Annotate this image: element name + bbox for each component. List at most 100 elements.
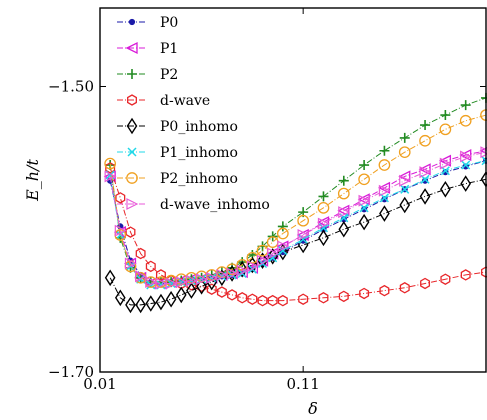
- data-point: [439, 123, 452, 136]
- data-point: [461, 160, 471, 170]
- data-point: [114, 224, 127, 237]
- data-point: [206, 283, 217, 295]
- legend: P0 P1 P2 d-wave P0_inhomo P1_inhomo P2_inhomod…: [117, 15, 270, 213]
- legend-marker: [127, 147, 137, 157]
- legend-marker: [126, 117, 138, 135]
- series-line: [109, 167, 487, 302]
- y-axis-label: E_h/t: [23, 159, 42, 202]
- plot-frame: [99, 7, 487, 373]
- legend-item: d-wave_inhomo: [117, 197, 270, 213]
- data-point: [337, 187, 350, 200]
- legend-label: P1_inhomo: [160, 145, 238, 161]
- data-point: [359, 287, 370, 300]
- legend-label: P2: [160, 67, 178, 83]
- legend-marker: [125, 41, 138, 55]
- data-point: [398, 170, 411, 183]
- data-point: [297, 214, 310, 227]
- data-point: [145, 276, 158, 289]
- data-point: [398, 146, 411, 159]
- data-point: [420, 277, 431, 290]
- data-point: [145, 260, 156, 273]
- data-point: [135, 270, 147, 283]
- data-point: [399, 196, 411, 214]
- data-point: [318, 292, 329, 304]
- legend-item: P1: [117, 41, 178, 57]
- legend-label: d-wave_inhomo: [160, 197, 270, 213]
- data-point: [267, 294, 278, 307]
- data-point: [165, 290, 177, 308]
- data-point: [359, 160, 370, 171]
- data-point: [186, 282, 197, 299]
- data-point: [318, 191, 329, 202]
- data-point: [277, 240, 290, 253]
- data-point: [317, 216, 330, 229]
- data-point: [236, 264, 249, 277]
- data-point: [135, 247, 146, 260]
- data-point: [460, 269, 471, 281]
- data-point: [206, 271, 219, 284]
- legend-marker: [128, 18, 136, 26]
- data-point: [216, 268, 229, 281]
- legend-marker: [127, 94, 137, 106]
- data-point: [277, 221, 288, 232]
- y-tick-label: −1.70: [48, 363, 94, 381]
- legend-marker: [126, 172, 138, 184]
- y-tick-label: −1.50: [48, 78, 94, 96]
- data-point: [419, 166, 432, 179]
- x-tick-label: 0.01: [83, 375, 116, 393]
- data-layer: [103, 92, 487, 314]
- data-point: [175, 286, 187, 304]
- data-point: [246, 260, 259, 273]
- data-point: [338, 290, 349, 303]
- data-point: [104, 157, 117, 170]
- data-point: [399, 282, 410, 294]
- legend-label: P0: [160, 15, 178, 31]
- data-point: [357, 193, 370, 206]
- data-point: [358, 213, 370, 231]
- data-point: [459, 114, 472, 127]
- data-point: [399, 132, 410, 143]
- data-point: [145, 295, 157, 312]
- data-point: [440, 273, 451, 285]
- data-point: [439, 157, 452, 170]
- data-point: [337, 204, 350, 217]
- legend-label: P2_inhomo: [160, 171, 238, 187]
- legend-label: d-wave: [160, 93, 210, 109]
- data-point: [175, 276, 188, 289]
- data-point: [378, 184, 391, 197]
- data-point: [125, 296, 136, 314]
- data-point: [125, 226, 136, 238]
- data-point: [378, 159, 391, 171]
- data-point: [339, 213, 349, 223]
- data-point: [338, 220, 350, 238]
- x-axis-label: δ: [308, 399, 318, 418]
- x-tick-label: 0.11: [286, 375, 319, 393]
- legend-label: P1: [160, 41, 178, 57]
- data-point: [297, 228, 310, 241]
- legend-item: d-wave: [117, 93, 210, 109]
- data-point: [124, 257, 137, 270]
- data-point: [257, 294, 268, 307]
- data-point: [114, 289, 126, 307]
- data-point: [256, 254, 269, 267]
- data-point: [400, 184, 410, 194]
- data-point: [420, 120, 431, 131]
- data-point: [195, 273, 208, 286]
- data-point: [379, 145, 390, 156]
- data-point: [104, 269, 116, 287]
- legend-marker: [127, 69, 137, 79]
- data-point: [276, 227, 289, 240]
- data-point: [216, 286, 227, 298]
- data-point: [298, 293, 309, 305]
- legend-item: P0_inhomo: [117, 117, 238, 135]
- data-point: [227, 289, 238, 301]
- data-point: [237, 292, 248, 304]
- data-point: [247, 293, 258, 305]
- data-point: [379, 205, 390, 222]
- data-point: [186, 279, 197, 291]
- legend-item: P0: [117, 15, 178, 31]
- data-point: [419, 134, 431, 147]
- axes-layer: 0.01 0.11 −1.50 −1.70 δ E_h/t: [23, 8, 486, 418]
- data-point: [419, 188, 431, 205]
